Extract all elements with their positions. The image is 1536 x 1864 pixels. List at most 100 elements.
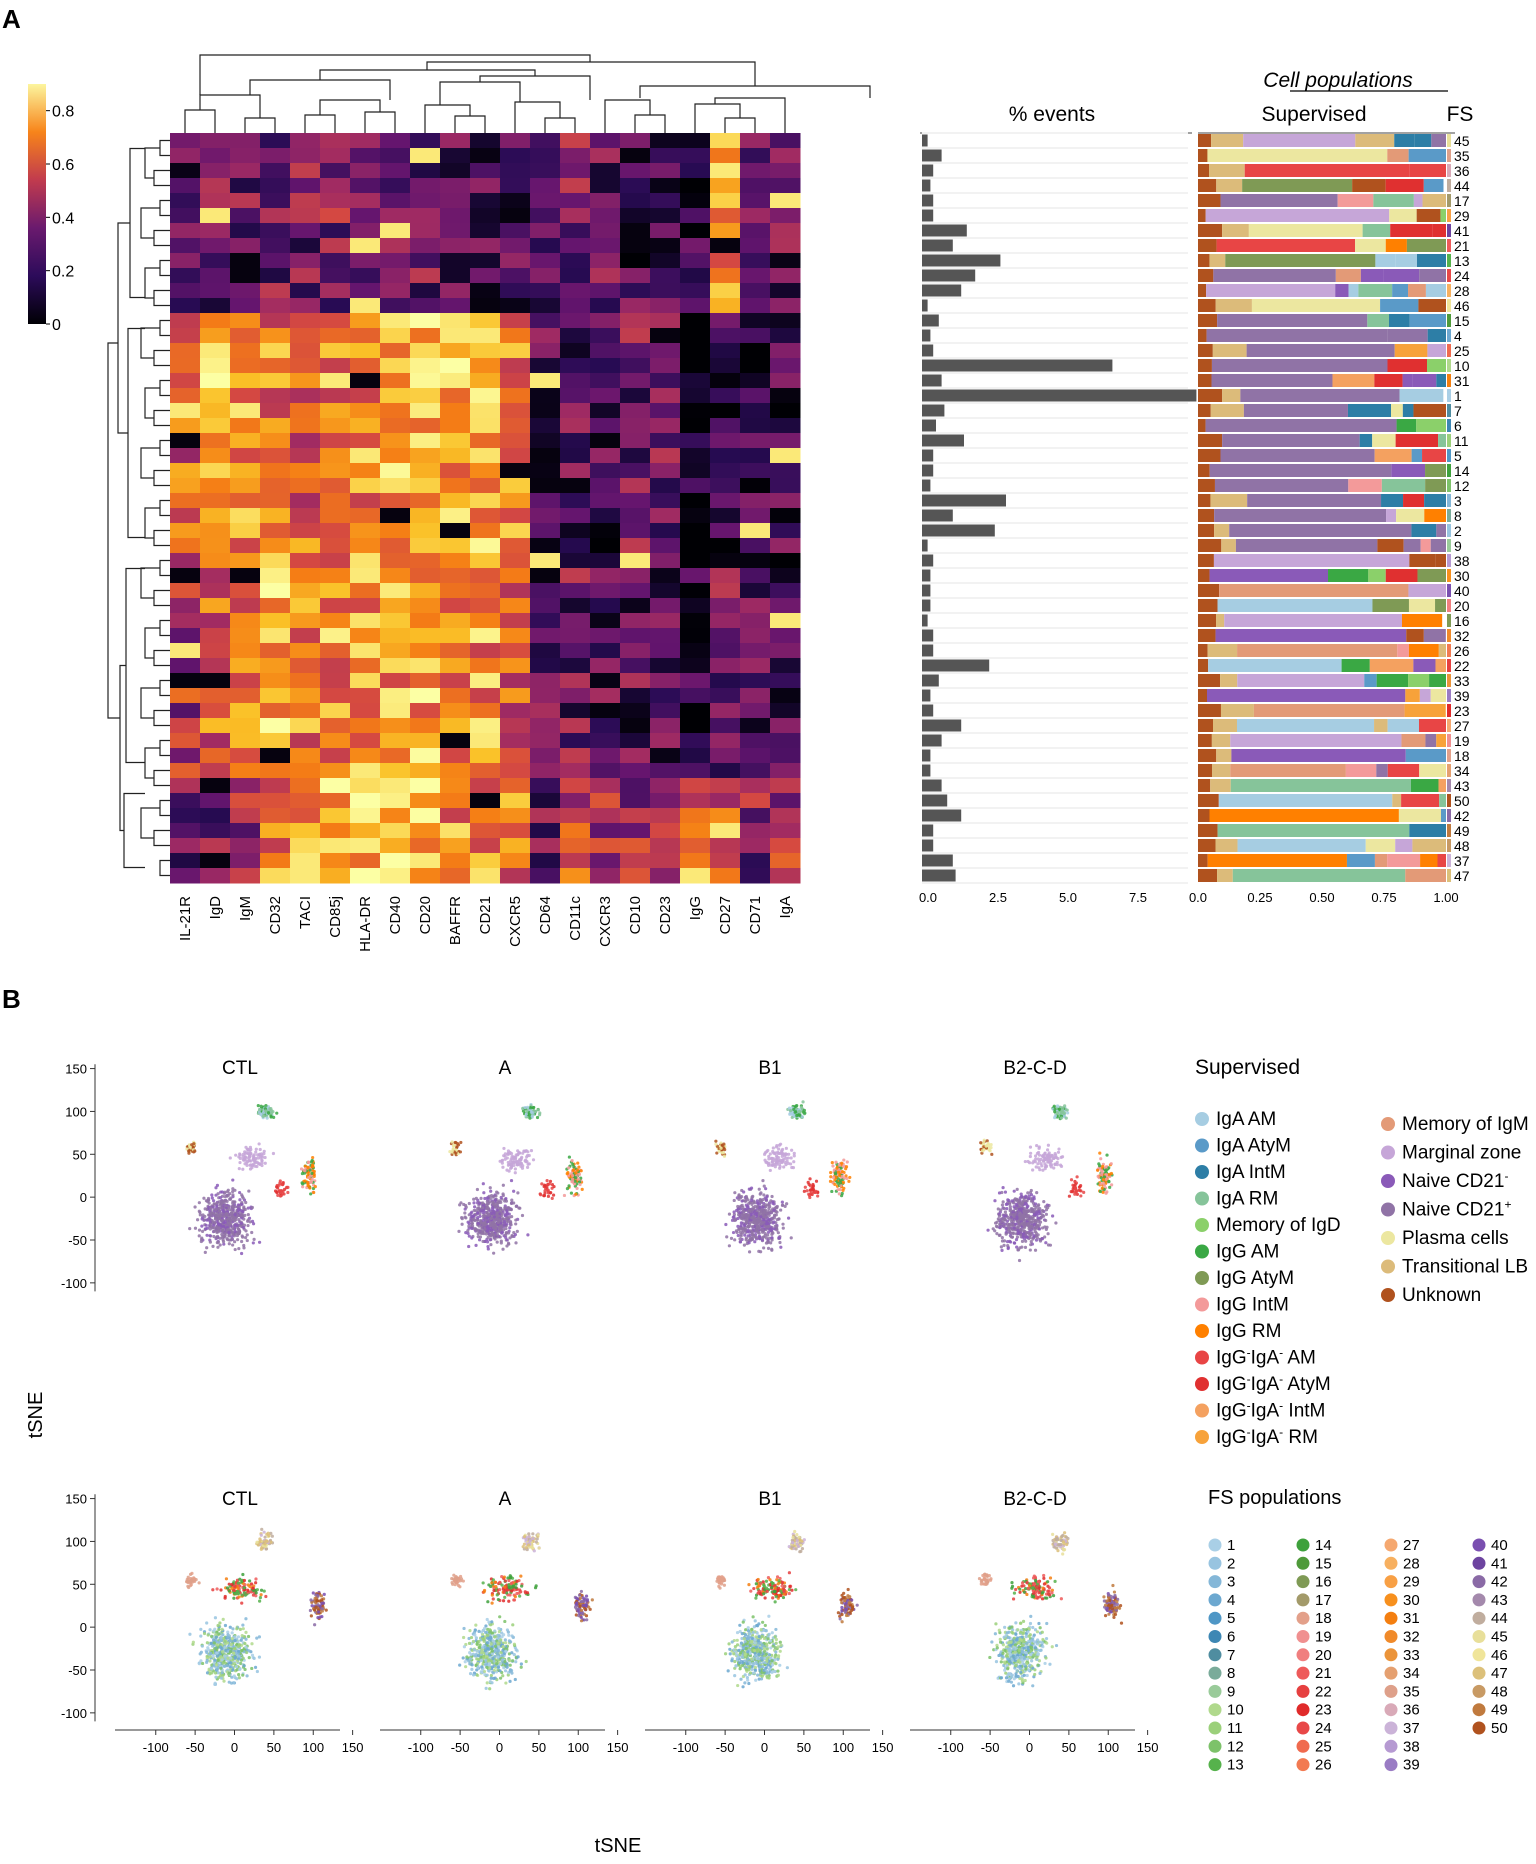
population-segment	[1408, 674, 1430, 687]
heatmap-cell	[620, 793, 651, 809]
population-segment	[1335, 284, 1349, 297]
tsne-point	[714, 1139, 718, 1143]
heatmap-cell	[170, 598, 201, 614]
heatmap-cell	[620, 328, 651, 344]
tsne-point	[486, 1244, 490, 1249]
heatmap-cell	[380, 523, 411, 539]
cluster-id-label: 38	[1454, 553, 1470, 569]
tsne-point	[478, 1238, 482, 1242]
tsne-point	[797, 1109, 802, 1114]
heatmap-marker-label: CXCR3	[597, 896, 614, 947]
tsne-point	[727, 1244, 731, 1248]
tsne-point	[1108, 1185, 1112, 1189]
population-segment	[1397, 644, 1409, 657]
tsne-point	[1034, 1231, 1038, 1235]
population-segment	[1213, 719, 1237, 732]
tsne-point	[469, 1211, 473, 1216]
cluster-id-label: 15	[1454, 313, 1470, 329]
tsne-point	[1035, 1191, 1039, 1195]
tsne-point	[742, 1190, 746, 1194]
heatmap-cell	[710, 313, 741, 329]
tsne-y-tick-label: -50	[68, 1233, 87, 1248]
tsne-point	[485, 1216, 489, 1220]
events-bar	[922, 194, 934, 207]
tsne-point	[499, 1195, 503, 1200]
heatmap-cell	[260, 328, 291, 344]
heatmap-cell	[170, 193, 201, 209]
heatmap-cell	[230, 823, 261, 839]
heatmap-cell	[410, 748, 441, 764]
heatmap-cell	[740, 463, 771, 479]
heatmap-cell	[620, 388, 651, 404]
population-segment	[1214, 524, 1230, 537]
tsne-point	[782, 1165, 786, 1169]
heatmap-cell	[320, 178, 351, 194]
tsne-point	[999, 1245, 1003, 1249]
heatmap-cell	[680, 223, 711, 239]
heatmap-cell	[350, 703, 381, 719]
heatmap-cell	[440, 508, 471, 524]
population-segment	[1348, 284, 1359, 297]
tsne-point	[450, 1140, 454, 1144]
tsne-point	[770, 1194, 774, 1199]
heatmap-cell	[470, 463, 501, 479]
heatmap-cell	[590, 328, 621, 344]
tsne-point	[190, 1145, 195, 1149]
tsne-point	[771, 1201, 775, 1205]
heatmap-cell	[440, 358, 471, 374]
tsne-point	[246, 1206, 250, 1210]
heatmap-cell	[590, 193, 621, 209]
fs-color-swatch	[1447, 209, 1451, 222]
heatmap-cell	[680, 208, 711, 224]
events-bar	[922, 869, 956, 882]
tsne-point	[747, 1250, 752, 1254]
heatmap-cell	[530, 568, 561, 584]
tsne-point	[572, 1165, 576, 1169]
tsne-point	[993, 1199, 997, 1203]
heatmap-cell	[260, 283, 291, 299]
population-segment	[1198, 209, 1206, 222]
tsne-point	[231, 1189, 235, 1194]
tsne-point	[810, 1186, 814, 1191]
heatmap-cell	[500, 553, 531, 569]
tsne-point	[802, 1108, 806, 1112]
tsne-point	[1003, 1190, 1008, 1194]
heatmap-cell	[230, 748, 261, 764]
tsne-point	[1008, 1240, 1013, 1244]
tsne-point	[240, 1239, 244, 1244]
heatmap-cell	[320, 388, 351, 404]
tsne-point	[743, 1228, 748, 1232]
events-bar	[922, 494, 1006, 507]
heatmap-cell	[740, 823, 771, 839]
heatmap-cell	[230, 463, 261, 479]
tsne-panel-title: B2-C-D	[1003, 1058, 1066, 1079]
tsne-point	[576, 1177, 581, 1181]
heatmap-cell	[710, 208, 741, 224]
dendrogram-link	[364, 111, 396, 133]
heatmap-cell	[290, 763, 321, 779]
tsne-point	[763, 1232, 767, 1236]
tsne-point	[753, 1240, 757, 1244]
tsne-point	[1060, 1155, 1065, 1159]
tsne-point	[310, 1158, 314, 1163]
events-bar	[922, 734, 942, 747]
tsne-point	[455, 1141, 460, 1146]
tsne-point	[1032, 1197, 1036, 1201]
heatmap-cell	[440, 778, 471, 794]
heatmap-cell	[470, 853, 501, 869]
tsne-point	[502, 1220, 507, 1224]
tsne-point	[1099, 1157, 1103, 1161]
tsne-point	[506, 1241, 511, 1245]
heatmap-cell	[440, 223, 471, 239]
heatmap-cell	[680, 403, 711, 419]
tsne-point	[733, 1218, 737, 1222]
heatmap-cell	[470, 808, 501, 824]
tsne-point	[789, 1236, 793, 1240]
tsne-point	[784, 1146, 788, 1150]
heatmap-cell	[440, 478, 471, 494]
tsne-point	[453, 1143, 457, 1148]
population-segment	[1220, 194, 1338, 207]
tsne-point	[790, 1112, 794, 1116]
heatmap-cell	[290, 433, 321, 449]
heatmap-marker-label: CD85j	[327, 896, 344, 938]
